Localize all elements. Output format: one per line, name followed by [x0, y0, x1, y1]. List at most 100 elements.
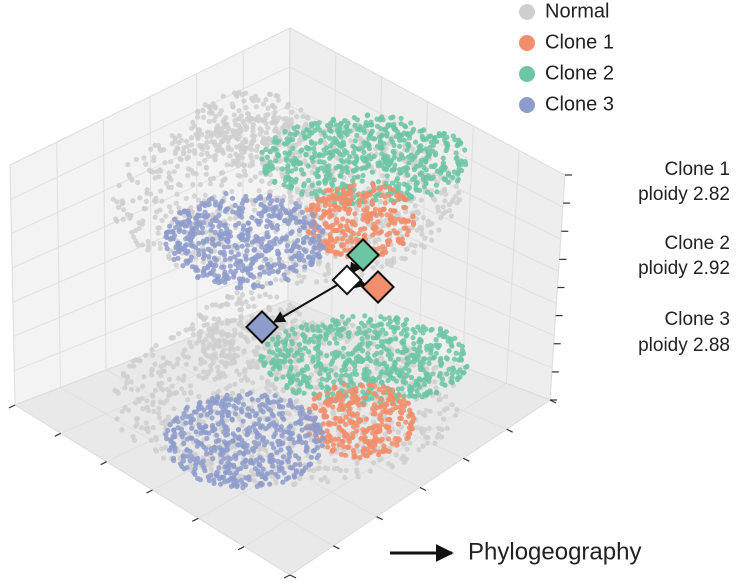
cell	[371, 447, 377, 453]
cell	[332, 458, 338, 464]
cell	[317, 401, 324, 407]
cell	[322, 200, 329, 206]
cell	[261, 198, 268, 204]
cell	[420, 215, 426, 221]
cell	[175, 356, 181, 362]
cell	[374, 332, 381, 338]
cell	[250, 121, 256, 128]
cell	[433, 350, 439, 356]
cell	[178, 210, 184, 216]
cell	[370, 335, 376, 341]
cell	[361, 140, 367, 146]
cell	[277, 158, 283, 164]
cell	[400, 358, 406, 364]
cell	[225, 455, 231, 461]
cell	[157, 240, 163, 246]
cell	[236, 298, 242, 304]
cell	[294, 129, 300, 136]
cell	[423, 159, 429, 165]
cell	[444, 425, 450, 431]
cell	[459, 167, 465, 174]
cell	[222, 257, 228, 263]
cell	[299, 147, 305, 153]
cell	[245, 449, 251, 455]
cell	[221, 124, 227, 130]
cell	[423, 167, 429, 173]
cell	[301, 236, 307, 242]
cell	[302, 338, 308, 344]
cell	[321, 340, 327, 346]
cell	[171, 216, 178, 222]
cell	[271, 139, 277, 145]
cell	[274, 294, 280, 300]
cell	[343, 414, 349, 420]
cell	[360, 172, 366, 179]
cell	[410, 335, 416, 341]
cell	[354, 331, 360, 337]
cell	[257, 463, 263, 469]
cell	[405, 355, 411, 361]
cell	[224, 162, 230, 168]
cell	[348, 191, 354, 197]
cell	[460, 370, 466, 376]
cell	[127, 363, 133, 369]
cell	[322, 408, 328, 414]
cell	[179, 386, 185, 392]
cell	[260, 409, 266, 415]
cell	[237, 319, 243, 325]
cell	[243, 90, 249, 96]
cell	[192, 462, 199, 468]
cell	[155, 230, 161, 236]
cell	[203, 165, 209, 171]
cell	[163, 436, 170, 442]
cell	[245, 242, 251, 248]
cell	[200, 114, 207, 120]
cell	[206, 326, 212, 332]
cell	[141, 206, 147, 212]
cell	[133, 416, 140, 422]
cell	[205, 399, 211, 405]
cell	[305, 366, 311, 372]
cell	[310, 358, 316, 364]
cell	[370, 406, 376, 412]
cell	[163, 213, 169, 219]
cell	[289, 436, 295, 442]
cell	[267, 172, 273, 178]
cell	[428, 342, 434, 348]
cell	[219, 401, 225, 407]
cell	[240, 276, 246, 282]
cell	[436, 227, 442, 233]
cell	[299, 352, 305, 358]
cell	[428, 350, 434, 356]
grid-line	[237, 546, 245, 551]
cell	[454, 407, 460, 413]
cell	[421, 381, 428, 388]
cell	[216, 212, 222, 218]
cell	[183, 327, 189, 333]
cell	[125, 161, 131, 168]
cell	[196, 417, 202, 423]
cell	[143, 198, 149, 204]
cell	[345, 218, 351, 224]
cell	[301, 183, 307, 189]
cell	[400, 155, 406, 161]
cell	[153, 448, 160, 454]
cell	[370, 136, 376, 142]
cell	[224, 320, 230, 326]
cell	[232, 411, 238, 417]
cell	[334, 236, 340, 242]
cell	[268, 452, 274, 458]
cell	[395, 216, 401, 222]
cell	[347, 154, 353, 160]
cell	[336, 425, 343, 431]
cell	[259, 156, 265, 162]
cell	[279, 166, 285, 172]
cell	[309, 320, 316, 326]
cell	[418, 364, 424, 370]
cell	[114, 199, 120, 205]
cell	[450, 133, 456, 139]
cell	[222, 279, 228, 285]
cell	[230, 333, 236, 339]
cell	[315, 254, 322, 260]
cell	[368, 317, 374, 323]
